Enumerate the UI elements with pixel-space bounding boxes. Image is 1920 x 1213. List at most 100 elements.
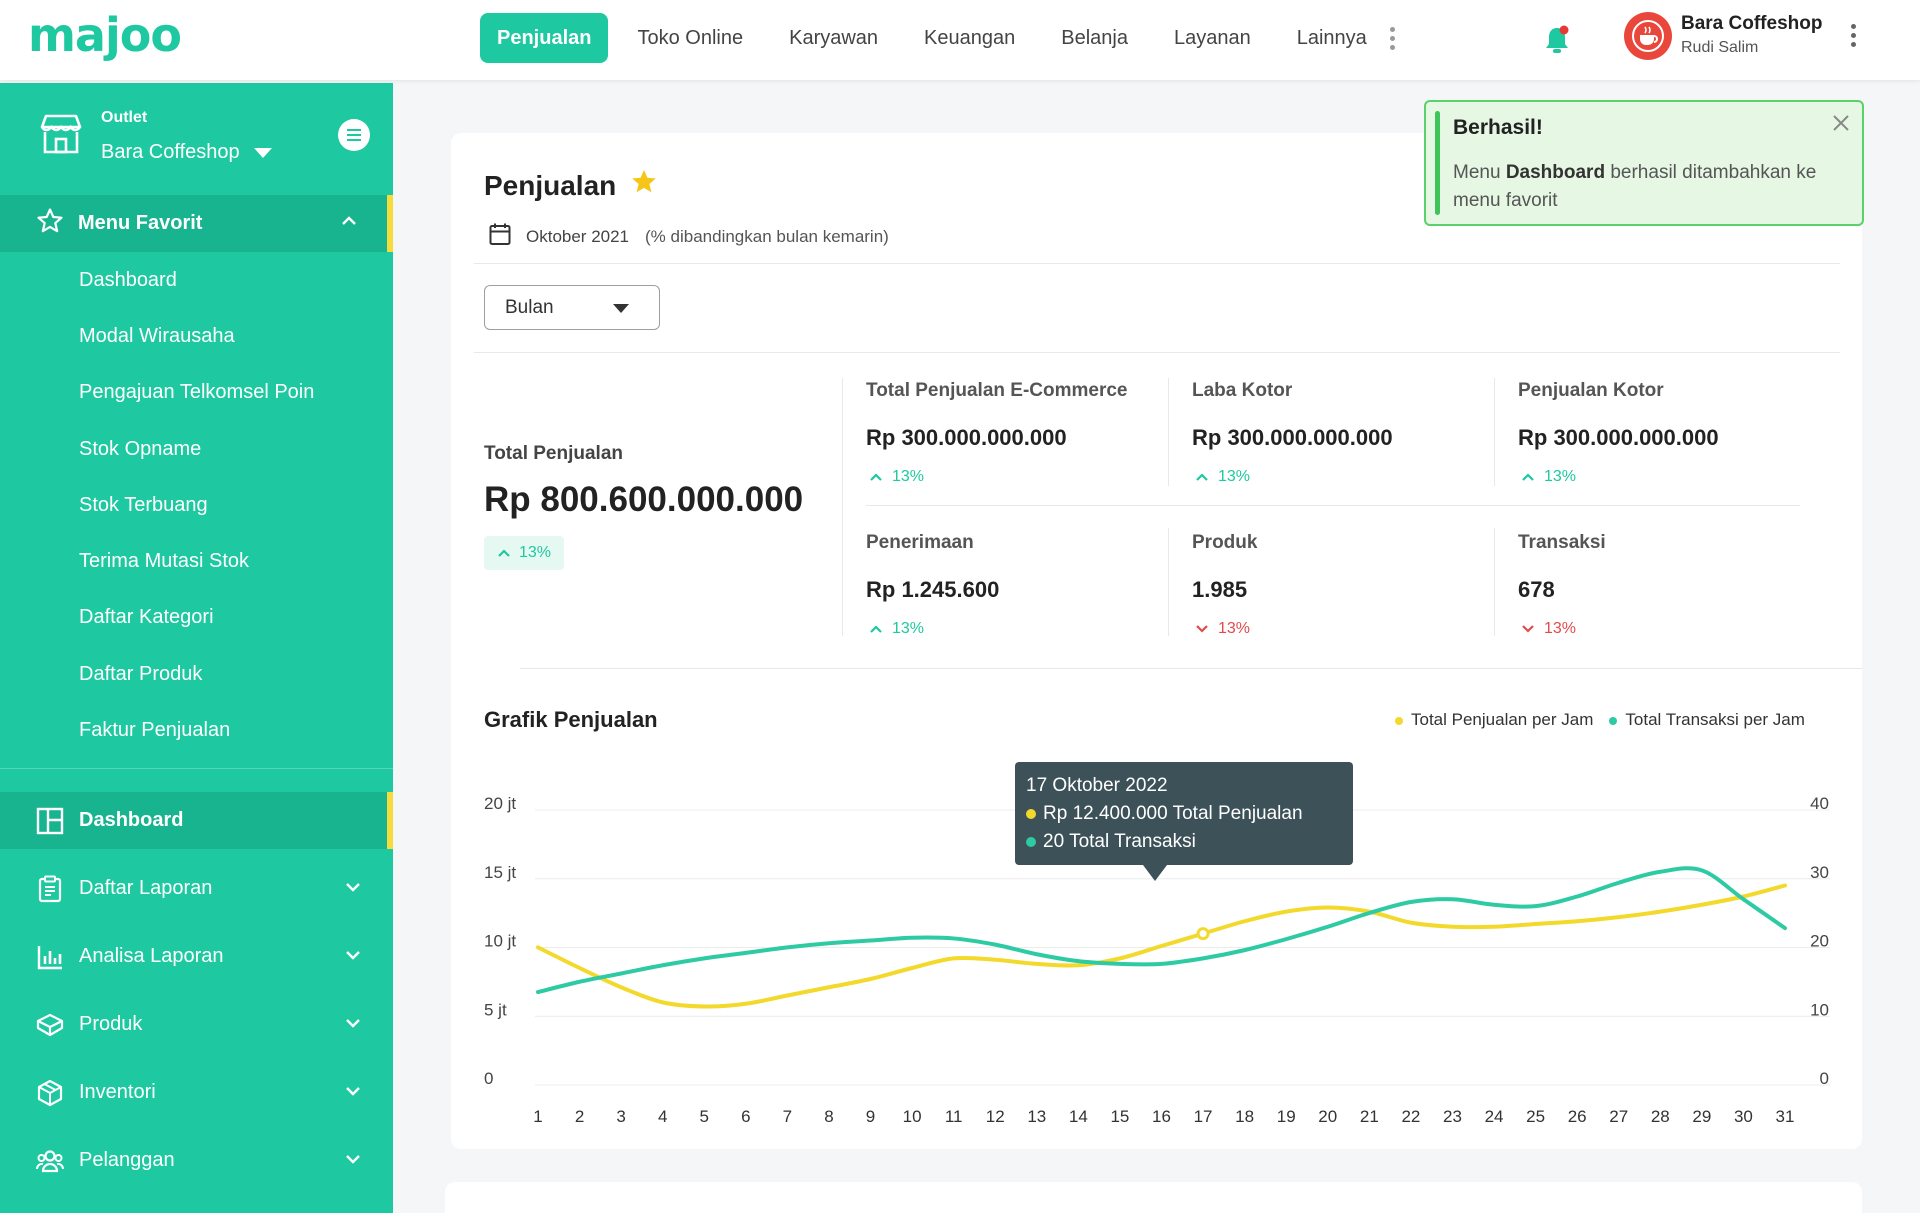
nav-toko-online[interactable]: Toko Online [637,26,744,49]
sidebar-item-label: Dashboard [79,809,184,831]
divider [1168,528,1169,636]
main-nav: Penjualan Toko Online Karyawan Keuangan … [480,13,1396,63]
stat-value: Rp 300.000.000.000 [1518,425,1719,450]
x-tick: 9 [866,1107,875,1126]
stat-change: 13% [866,620,1166,638]
x-tick: 1 [533,1107,542,1126]
stat-label: Produk [1192,532,1258,553]
fav-item-faktur-penjualan[interactable]: Faktur Penjualan [79,719,231,742]
majoo-logo[interactable]: majoo [28,8,182,62]
fav-item-daftar-produk[interactable]: Daftar Produk [79,662,203,685]
fav-item-dashboard[interactable]: Dashboard [79,268,177,291]
more-nav-icon[interactable] [1390,26,1396,50]
period-select[interactable]: Bulan [484,285,660,330]
change-value: 13% [518,544,552,561]
toast-accent-bar [1435,111,1440,215]
nav-lainnya[interactable]: Lainnya [1296,26,1367,49]
nav-penjualan[interactable]: Penjualan [480,13,609,63]
legend-item-transaksi[interactable]: Total Transaksi per Jam [1609,710,1805,730]
favorite-star-icon[interactable] [630,168,658,203]
nav-layanan[interactable]: Layanan [1173,26,1251,49]
caret-down-icon [613,304,629,313]
chevron-up-icon [341,214,357,232]
stat-produk: Produk 1.985 13% [1192,532,1492,638]
fav-item-telkomsel-poin[interactable]: Pengajuan Telkomsel Poin [79,381,315,404]
user-menu-icon[interactable] [1850,24,1856,47]
y-left-tick: 5 jt [484,1000,507,1019]
calendar-icon[interactable] [488,222,512,251]
stat-label: Total Penjualan E-Commerce [866,380,1128,401]
outlet-name[interactable]: Bara Coffeshop [101,141,272,164]
customers-icon [36,1147,64,1175]
fav-item-stok-terbuang[interactable]: Stok Terbuang [79,493,208,516]
stat-penerimaan: Penerimaan Rp 1.245.600 13% [866,532,1166,638]
stat-transaksi: Transaksi 678 13% [1518,532,1818,638]
change-value: 13% [1218,468,1251,485]
bar-chart-icon [36,943,64,971]
total-sales-label: Total Penjualan [484,443,624,464]
sidebar-toggle-icon[interactable] [338,119,370,151]
x-tick: 18 [1235,1107,1254,1126]
arrow-up-icon [870,473,882,481]
change-value: 13% [1544,620,1577,637]
x-tick: 12 [986,1107,1005,1126]
series-line-penjualan [536,883,1787,1009]
store-icon [38,113,84,160]
arrow-up-icon [870,625,882,633]
x-tick: 28 [1651,1107,1670,1126]
divider [866,505,1800,506]
fav-item-terima-mutasi-stok[interactable]: Terima Mutasi Stok [79,550,250,573]
change-value: 13% [892,620,925,637]
sidebar-item-dashboard[interactable]: Dashboard [0,792,393,849]
x-tick: 21 [1360,1107,1379,1126]
x-tick: 29 [1692,1107,1711,1126]
close-icon[interactable] [1830,112,1852,134]
x-tick: 14 [1069,1107,1088,1126]
nav-karyawan[interactable]: Karyawan [789,26,879,49]
sidebar-item-analisa-laporan[interactable]: Analisa Laporan [0,928,393,985]
x-tick: 6 [741,1107,750,1126]
sidebar-item-inventori[interactable]: Inventori [0,1064,393,1121]
fav-item-stok-opname[interactable]: Stok Opname [79,437,202,460]
sidebar-item-daftar-laporan[interactable]: Daftar Laporan [0,860,393,917]
legend-item-penjualan[interactable]: Total Penjualan per Jam [1395,710,1593,730]
menu-favorit-label: Menu Favorit [78,212,203,234]
total-sales-change: 13% [484,536,564,570]
x-tick: 25 [1526,1107,1545,1126]
sidebar-item-label: Produk [79,1013,143,1035]
toast-message: Menu Dashboard berhasil ditambahkan ke m… [1453,159,1843,215]
date-text: Oktober 2021 [526,226,630,246]
total-sales-value: Rp 800.600.000.000 [484,480,804,519]
tooltip-line-sales: Rp 12.400.000 Total Penjualan [1026,800,1342,828]
nav-belanja[interactable]: Belanja [1061,26,1128,49]
date-row: Oktober 2021 (% dibandingkan bulan kemar… [488,222,889,251]
period-select-value: Bulan [505,296,554,318]
fav-item-modal-wirausaha[interactable]: Modal Wirausaha [79,324,235,347]
x-tick: 4 [658,1107,667,1126]
stat-change: 13% [866,468,1166,486]
sidebar-item-label: Analisa Laporan [79,945,224,967]
legend-dot [1609,716,1618,725]
chevron-down-icon [345,1084,361,1102]
user-name[interactable]: Bara Coffeshop [1681,13,1823,34]
menu-favorit-header[interactable]: Menu Favorit [0,195,393,252]
toast-msg-pre: Menu [1453,162,1501,183]
y-right-tick: 30 [1810,863,1829,882]
y-left-tick: 0 [484,1069,493,1088]
y-right-tick: 40 [1810,794,1829,813]
fav-item-daftar-kategori[interactable]: Daftar Kategori [79,606,214,629]
notification-bell-icon[interactable] [1542,24,1572,56]
sidebar-item-produk[interactable]: Produk [0,996,393,1053]
x-tick: 8 [824,1107,833,1126]
stat-value: 1.985 [1192,577,1248,602]
nav-keuangan[interactable]: Keuangan [924,26,1016,49]
sidebar-item-pelanggan[interactable]: Pelanggan [0,1132,393,1189]
legend-dot [1395,716,1403,725]
compare-note: (% dibandingkan bulan kemarin) [645,226,889,246]
outlet-selector[interactable]: Outlet Bara Coffeshop [0,83,393,195]
user-avatar[interactable] [1624,12,1672,60]
divider [474,263,1840,264]
x-tick: 20 [1318,1107,1337,1126]
x-tick: 2 [575,1107,584,1126]
